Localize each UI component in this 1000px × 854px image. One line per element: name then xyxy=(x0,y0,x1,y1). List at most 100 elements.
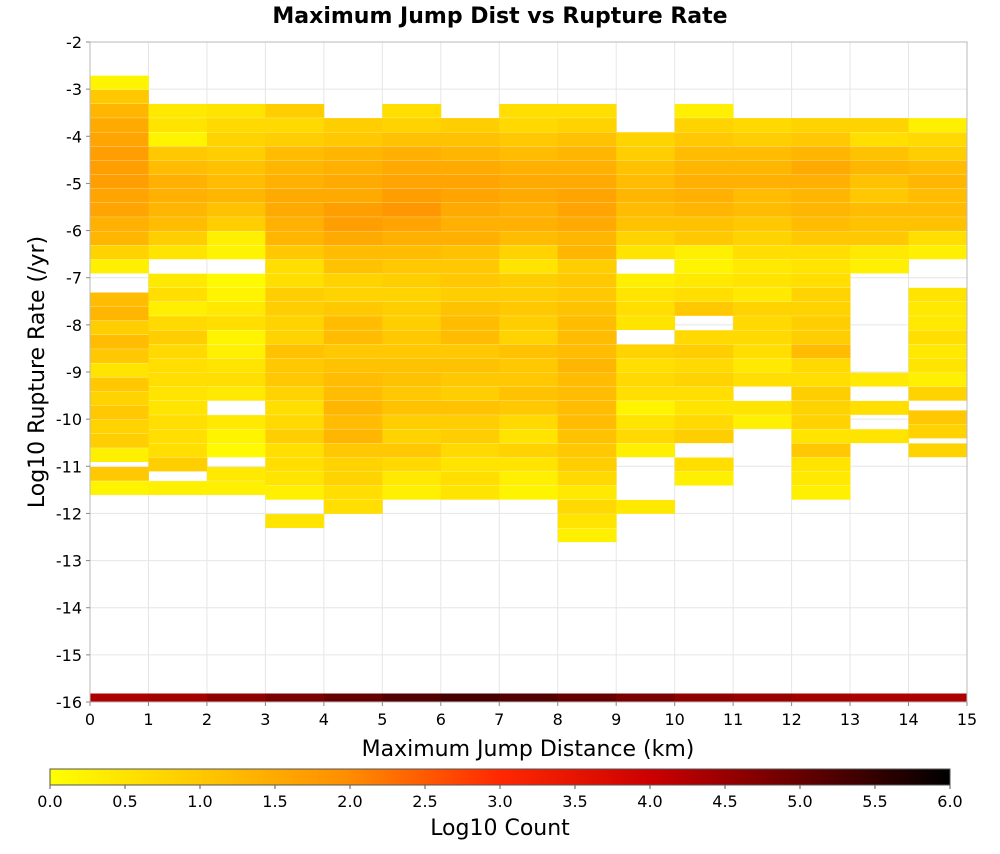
heatmap-cell xyxy=(265,400,325,415)
y-tick-label: -8 xyxy=(66,316,82,335)
heatmap-cell xyxy=(557,217,617,231)
heatmap-cell xyxy=(557,358,617,373)
heatmap-cell xyxy=(908,424,968,439)
heatmap-cell xyxy=(616,217,676,231)
heatmap-cell xyxy=(323,132,383,147)
x-tick-label: 2 xyxy=(202,710,212,729)
heatmap-cell xyxy=(323,273,383,288)
heatmap-cell xyxy=(733,287,792,302)
x-tick-label: 4 xyxy=(319,710,329,729)
colorbar-tick-label: 4.5 xyxy=(712,792,737,811)
heatmap-cell xyxy=(148,146,208,161)
heatmap-cell xyxy=(616,245,676,260)
heatmap-cell xyxy=(440,443,500,458)
heatmap-cell xyxy=(557,485,617,500)
heatmap-cell xyxy=(382,245,442,260)
heatmap-cell xyxy=(323,301,383,316)
heatmap-cell xyxy=(90,334,149,349)
heatmap-cell xyxy=(908,174,968,189)
heatmap-cell xyxy=(90,245,149,260)
heatmap-cells xyxy=(90,75,968,702)
y-tick-label: -4 xyxy=(66,127,82,146)
heatmap-cell xyxy=(440,132,500,147)
heatmap-cell xyxy=(265,118,325,132)
heatmap-cell xyxy=(148,174,208,189)
heatmap-cell xyxy=(440,457,500,472)
heatmap-cell xyxy=(148,316,208,330)
heatmap-cell-bottom-band xyxy=(908,693,968,702)
heatmap-cell xyxy=(616,231,676,246)
heatmap-cell xyxy=(499,259,559,274)
heatmap-cell xyxy=(908,188,968,203)
heatmap-cell xyxy=(791,372,851,387)
heatmap-cell xyxy=(323,245,383,260)
heatmap-cell xyxy=(323,118,383,132)
heatmap-cell xyxy=(791,415,851,429)
heatmap-cell xyxy=(90,349,149,363)
heatmap-cell xyxy=(908,410,968,425)
heatmap-cell xyxy=(440,386,500,401)
heatmap-cell xyxy=(440,344,500,359)
heatmap-cell xyxy=(557,287,617,302)
colorbar-tick-label: 0.0 xyxy=(37,792,62,811)
heatmap-cell xyxy=(850,231,909,246)
colorbar-tick-label: 4.0 xyxy=(637,792,662,811)
heatmap-cell xyxy=(499,358,559,373)
heatmap-cell xyxy=(148,202,208,217)
heatmap-cell xyxy=(90,174,149,189)
heatmap-cell xyxy=(148,188,208,203)
heatmap-cell xyxy=(206,231,266,246)
heatmap-cell xyxy=(499,103,559,118)
heatmap-cell xyxy=(674,372,734,387)
heatmap-cell xyxy=(265,301,325,316)
heatmap-cell xyxy=(557,429,617,444)
heatmap-cell-bottom-band xyxy=(90,693,149,702)
heatmap-cell xyxy=(206,386,266,401)
x-tick-label: 12 xyxy=(781,710,801,729)
heatmap-cell xyxy=(499,443,559,458)
heatmap-cell xyxy=(674,386,734,401)
x-tick-label: 11 xyxy=(723,710,743,729)
x-tick-label: 10 xyxy=(664,710,684,729)
heatmap-cell xyxy=(148,358,208,373)
heatmap-cell xyxy=(90,306,149,321)
heatmap-cell xyxy=(382,358,442,373)
heatmap-cell xyxy=(791,457,851,472)
heatmap-cell xyxy=(90,118,149,132)
heatmap-cell xyxy=(616,132,676,147)
x-axis-ticks: 0 1 2 3 4 5 6 7 8 9 10 11 12 13 14 15 xyxy=(85,702,977,729)
heatmap-cell xyxy=(206,132,266,147)
heatmap-cell xyxy=(908,217,968,231)
heatmap-cell xyxy=(733,231,792,246)
heatmap-cell xyxy=(265,457,325,472)
heatmap-cell xyxy=(440,400,500,415)
heatmap-cell xyxy=(90,419,149,434)
heatmap-cell xyxy=(382,103,442,118)
heatmap-cell xyxy=(323,429,383,444)
heatmap-cell xyxy=(850,160,909,175)
heatmap-cell xyxy=(674,202,734,217)
heatmap-cell xyxy=(850,400,909,415)
heatmap-cell xyxy=(382,174,442,189)
y-tick-label: -11 xyxy=(56,457,82,476)
colorbar-tick-label: 5.0 xyxy=(787,792,812,811)
heatmap-cell xyxy=(674,400,734,415)
heatmap-cell xyxy=(674,146,734,161)
heatmap-cell xyxy=(499,132,559,147)
heatmap-cell xyxy=(791,316,851,330)
heatmap-cell xyxy=(733,174,792,189)
heatmap-cell xyxy=(850,429,909,444)
heatmap-cell xyxy=(791,160,851,175)
heatmap-cell xyxy=(850,202,909,217)
heatmap-cell xyxy=(265,443,325,458)
heatmap-cell xyxy=(616,273,676,288)
colorbar-ticks: 0.0 0.5 1.0 1.5 2.0 2.5 3.0 3.5 4.0 4.5 5.0 5.5 6.0 xyxy=(37,785,963,811)
heatmap-cell xyxy=(616,160,676,175)
chart-title: Maximum Jump Dist vs Rupture Rate xyxy=(272,4,727,29)
heatmap-cell xyxy=(791,118,851,132)
heatmap-cell xyxy=(382,400,442,415)
heatmap-cell xyxy=(908,245,968,260)
colorbar-tick-label: 3.5 xyxy=(562,792,587,811)
heatmap-cell xyxy=(850,372,909,387)
heatmap-cell xyxy=(557,103,617,118)
